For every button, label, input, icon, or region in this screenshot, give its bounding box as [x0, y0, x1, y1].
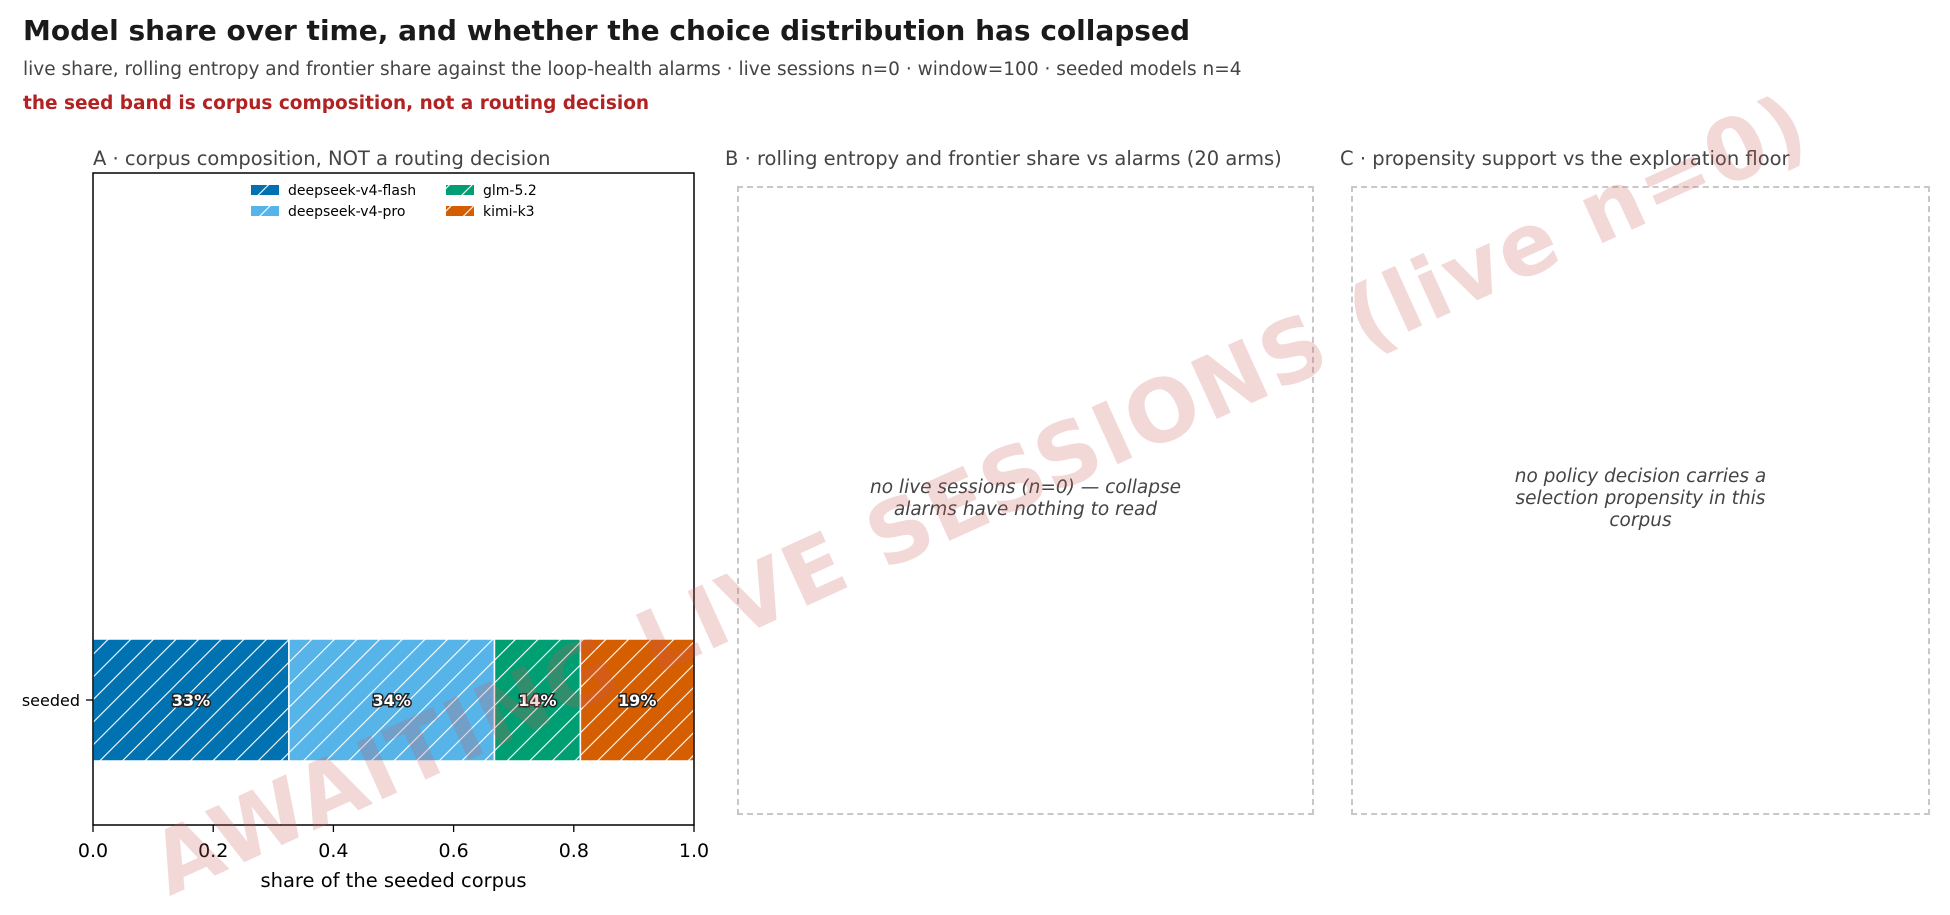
panel-b-title: B · rolling entropy and frontier share v…	[725, 147, 1282, 170]
legend-label-kimi-k3: kimi-k3	[483, 204, 535, 220]
x-axis-label: share of the seeded corpus	[260, 869, 526, 892]
bar-label-glm-5.2: 14%	[518, 691, 556, 710]
panel-a-title: A · corpus composition, NOT a routing de…	[93, 147, 551, 170]
legend-swatch-kimi-k3	[446, 206, 474, 216]
seed-band-warning: the seed band is corpus composition, not…	[23, 93, 650, 114]
x-tick-label: 0.4	[318, 840, 348, 862]
legend-label-deepseek-v4-flash: deepseek-v4-flash	[288, 183, 416, 199]
bar-kimi-k3	[579, 638, 695, 762]
panel-c-message-line: selection propensity in this	[1515, 488, 1766, 509]
panel-c-title: C · propensity support vs the exploratio…	[1340, 147, 1790, 170]
panel-a-frame	[92, 172, 695, 826]
panel-c-message-line: no policy decision carries a	[1514, 466, 1767, 487]
page-title: Model share over time, and whether the c…	[23, 14, 1191, 47]
panel-b-message: no live sessions (n=0) — collapse alarms…	[737, 477, 1314, 521]
bar-label-deepseek-v4-pro: 34%	[373, 691, 411, 710]
bar-label-deepseek-v4-flash: 33%	[172, 691, 210, 710]
legend-swatch-glm-5.2	[446, 185, 474, 195]
panel-b-message-line: alarms have nothing to read	[893, 499, 1158, 520]
legend-swatch-deepseek-v4-pro	[251, 206, 279, 216]
x-tick-label: 1.0	[679, 840, 709, 862]
x-tick-label: 0.8	[559, 840, 589, 862]
panel-b-message-line: no live sessions (n=0) — collapse	[870, 477, 1181, 498]
panel-c-message: no policy decision carries a selection p…	[1351, 466, 1930, 532]
y-tick-label: seeded	[22, 691, 80, 710]
bar-label-kimi-k3: 19%	[618, 691, 656, 710]
legend-swatch-deepseek-v4-flash	[251, 185, 279, 195]
panel-c-message-line: corpus	[1609, 510, 1672, 531]
x-tick-label: 0.6	[438, 840, 468, 862]
bar-deepseek-v4-pro	[288, 638, 496, 762]
panel-c-empty-area	[1351, 186, 1930, 815]
page-subtitle: live share, rolling entropy and frontier…	[23, 59, 1242, 80]
bar-glm-5.2	[493, 638, 582, 762]
legend-label-glm-5.2: glm-5.2	[483, 183, 537, 199]
x-tick-label: 0.2	[198, 840, 228, 862]
panel-b-empty-area	[737, 186, 1314, 815]
x-tick-label: 0.0	[78, 840, 108, 862]
legend-label-deepseek-v4-pro: deepseek-v4-pro	[288, 204, 405, 220]
